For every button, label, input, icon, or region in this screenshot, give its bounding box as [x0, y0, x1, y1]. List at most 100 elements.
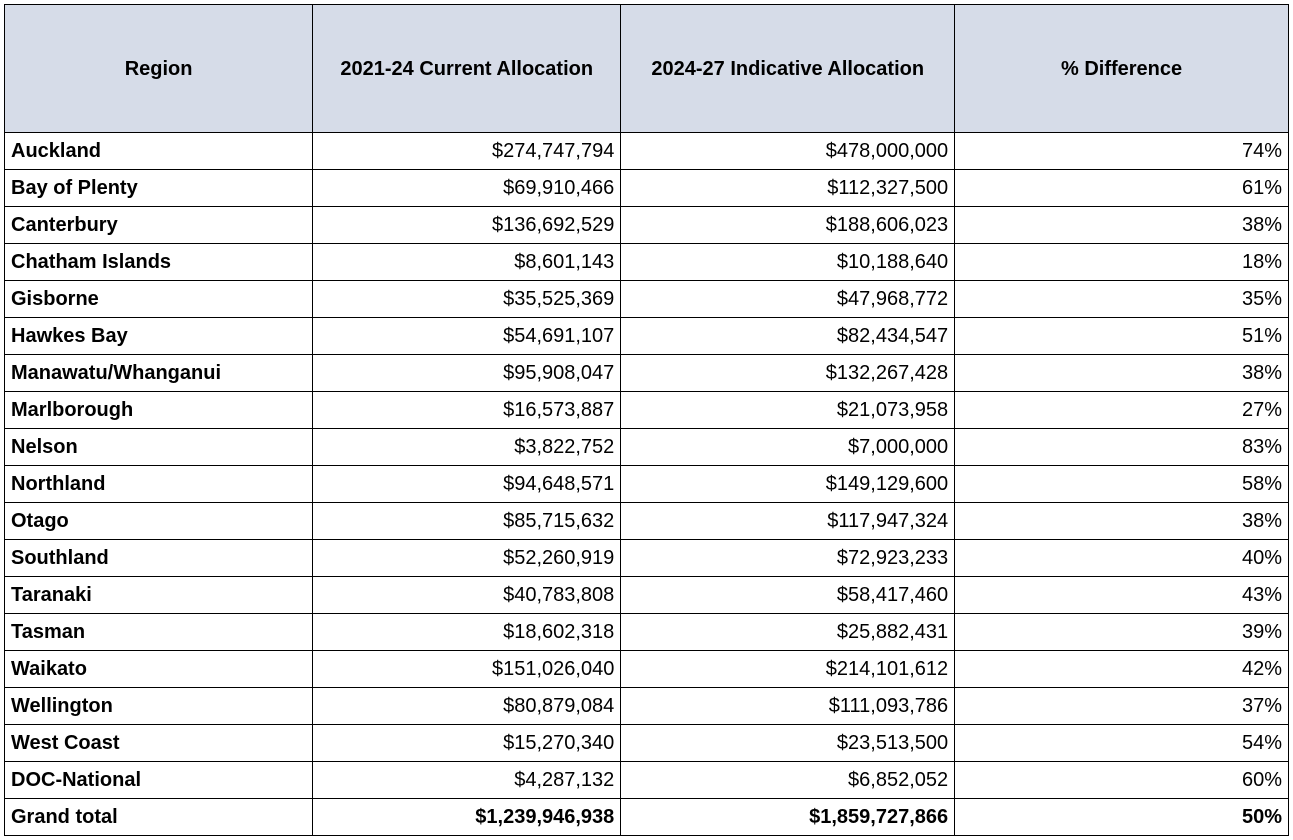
table-row: Southland$52,260,919$72,923,23340%	[5, 540, 1289, 577]
cell-region: Southland	[5, 540, 313, 577]
cell-indicative-allocation: $7,000,000	[621, 429, 955, 466]
cell-percent-difference: 37%	[955, 688, 1289, 725]
cell-percent-difference: 18%	[955, 244, 1289, 281]
cell-region: Gisborne	[5, 281, 313, 318]
cell-region: Tasman	[5, 614, 313, 651]
cell-region: Manawatu/Whanganui	[5, 355, 313, 392]
table-row: Bay of Plenty$69,910,466$112,327,50061%	[5, 170, 1289, 207]
cell-region: Auckland	[5, 133, 313, 170]
cell-percent-difference: 60%	[955, 762, 1289, 799]
cell-current-allocation: $18,602,318	[313, 614, 621, 651]
cell-region: Hawkes Bay	[5, 318, 313, 355]
cell-indicative-allocation: $112,327,500	[621, 170, 955, 207]
cell-indicative-allocation: $82,434,547	[621, 318, 955, 355]
cell-region: Chatham Islands	[5, 244, 313, 281]
cell-percent-difference: 42%	[955, 651, 1289, 688]
cell-region: Canterbury	[5, 207, 313, 244]
col-header-region: Region	[5, 5, 313, 133]
table-row: Canterbury$136,692,529$188,606,02338%	[5, 207, 1289, 244]
cell-indicative-allocation: $132,267,428	[621, 355, 955, 392]
col-header-current: 2021-24 Current Allocation	[313, 5, 621, 133]
cell-current-allocation: $15,270,340	[313, 725, 621, 762]
cell-current-allocation: $136,692,529	[313, 207, 621, 244]
cell-region: Bay of Plenty	[5, 170, 313, 207]
cell-percent-difference: 43%	[955, 577, 1289, 614]
cell-current-allocation: $8,601,143	[313, 244, 621, 281]
cell-region: Northland	[5, 466, 313, 503]
table-row: Auckland$274,747,794$478,000,00074%	[5, 133, 1289, 170]
cell-current-allocation: $3,822,752	[313, 429, 621, 466]
cell-percent-difference: 83%	[955, 429, 1289, 466]
table-row: Gisborne$35,525,369$47,968,77235%	[5, 281, 1289, 318]
table-row: Taranaki$40,783,808$58,417,46043%	[5, 577, 1289, 614]
cell-percent-difference: 38%	[955, 355, 1289, 392]
table-header-row: Region 2021-24 Current Allocation 2024-2…	[5, 5, 1289, 133]
table-row: Chatham Islands$8,601,143$10,188,64018%	[5, 244, 1289, 281]
cell-indicative-allocation: $6,852,052	[621, 762, 955, 799]
table-row: Wellington$80,879,084$111,093,78637%	[5, 688, 1289, 725]
cell-percent-difference: 39%	[955, 614, 1289, 651]
cell-indicative-allocation: $111,093,786	[621, 688, 955, 725]
cell-percent-difference: 50%	[955, 799, 1289, 836]
cell-percent-difference: 35%	[955, 281, 1289, 318]
cell-current-allocation: $40,783,808	[313, 577, 621, 614]
cell-indicative-allocation: $10,188,640	[621, 244, 955, 281]
cell-indicative-allocation: $1,859,727,866	[621, 799, 955, 836]
cell-percent-difference: 27%	[955, 392, 1289, 429]
cell-percent-difference: 61%	[955, 170, 1289, 207]
cell-current-allocation: $69,910,466	[313, 170, 621, 207]
cell-current-allocation: $16,573,887	[313, 392, 621, 429]
allocation-table: Region 2021-24 Current Allocation 2024-2…	[4, 4, 1289, 836]
cell-percent-difference: 51%	[955, 318, 1289, 355]
table-row: Marlborough$16,573,887$21,073,95827%	[5, 392, 1289, 429]
cell-current-allocation: $52,260,919	[313, 540, 621, 577]
cell-indicative-allocation: $149,129,600	[621, 466, 955, 503]
table-row: DOC-National$4,287,132$6,852,05260%	[5, 762, 1289, 799]
cell-indicative-allocation: $72,923,233	[621, 540, 955, 577]
cell-current-allocation: $4,287,132	[313, 762, 621, 799]
cell-indicative-allocation: $47,968,772	[621, 281, 955, 318]
cell-region: Otago	[5, 503, 313, 540]
cell-current-allocation: $274,747,794	[313, 133, 621, 170]
cell-current-allocation: $35,525,369	[313, 281, 621, 318]
cell-region: Nelson	[5, 429, 313, 466]
cell-region: Grand total	[5, 799, 313, 836]
cell-percent-difference: 38%	[955, 207, 1289, 244]
table-row: Northland$94,648,571$149,129,60058%	[5, 466, 1289, 503]
cell-percent-difference: 54%	[955, 725, 1289, 762]
cell-region: Taranaki	[5, 577, 313, 614]
cell-indicative-allocation: $21,073,958	[621, 392, 955, 429]
cell-indicative-allocation: $478,000,000	[621, 133, 955, 170]
cell-percent-difference: 38%	[955, 503, 1289, 540]
col-header-diff: % Difference	[955, 5, 1289, 133]
table-row: Manawatu/Whanganui$95,908,047$132,267,42…	[5, 355, 1289, 392]
cell-indicative-allocation: $214,101,612	[621, 651, 955, 688]
table-row: West Coast$15,270,340$23,513,50054%	[5, 725, 1289, 762]
cell-indicative-allocation: $188,606,023	[621, 207, 955, 244]
cell-region: Waikato	[5, 651, 313, 688]
cell-percent-difference: 74%	[955, 133, 1289, 170]
table-row: Otago$85,715,632$117,947,32438%	[5, 503, 1289, 540]
cell-indicative-allocation: $23,513,500	[621, 725, 955, 762]
table-row-grand-total: Grand total$1,239,946,938$1,859,727,8665…	[5, 799, 1289, 836]
cell-region: West Coast	[5, 725, 313, 762]
table-row: Tasman$18,602,318$25,882,43139%	[5, 614, 1289, 651]
cell-current-allocation: $94,648,571	[313, 466, 621, 503]
table-row: Nelson$3,822,752$7,000,00083%	[5, 429, 1289, 466]
cell-percent-difference: 58%	[955, 466, 1289, 503]
cell-current-allocation: $95,908,047	[313, 355, 621, 392]
cell-current-allocation: $85,715,632	[313, 503, 621, 540]
cell-indicative-allocation: $25,882,431	[621, 614, 955, 651]
cell-indicative-allocation: $117,947,324	[621, 503, 955, 540]
cell-current-allocation: $80,879,084	[313, 688, 621, 725]
cell-current-allocation: $1,239,946,938	[313, 799, 621, 836]
cell-current-allocation: $151,026,040	[313, 651, 621, 688]
cell-current-allocation: $54,691,107	[313, 318, 621, 355]
col-header-indicative: 2024-27 Indicative Allocation	[621, 5, 955, 133]
table-row: Hawkes Bay$54,691,107$82,434,54751%	[5, 318, 1289, 355]
table-row: Waikato$151,026,040$214,101,61242%	[5, 651, 1289, 688]
cell-region: Marlborough	[5, 392, 313, 429]
cell-region: Wellington	[5, 688, 313, 725]
cell-percent-difference: 40%	[955, 540, 1289, 577]
cell-indicative-allocation: $58,417,460	[621, 577, 955, 614]
